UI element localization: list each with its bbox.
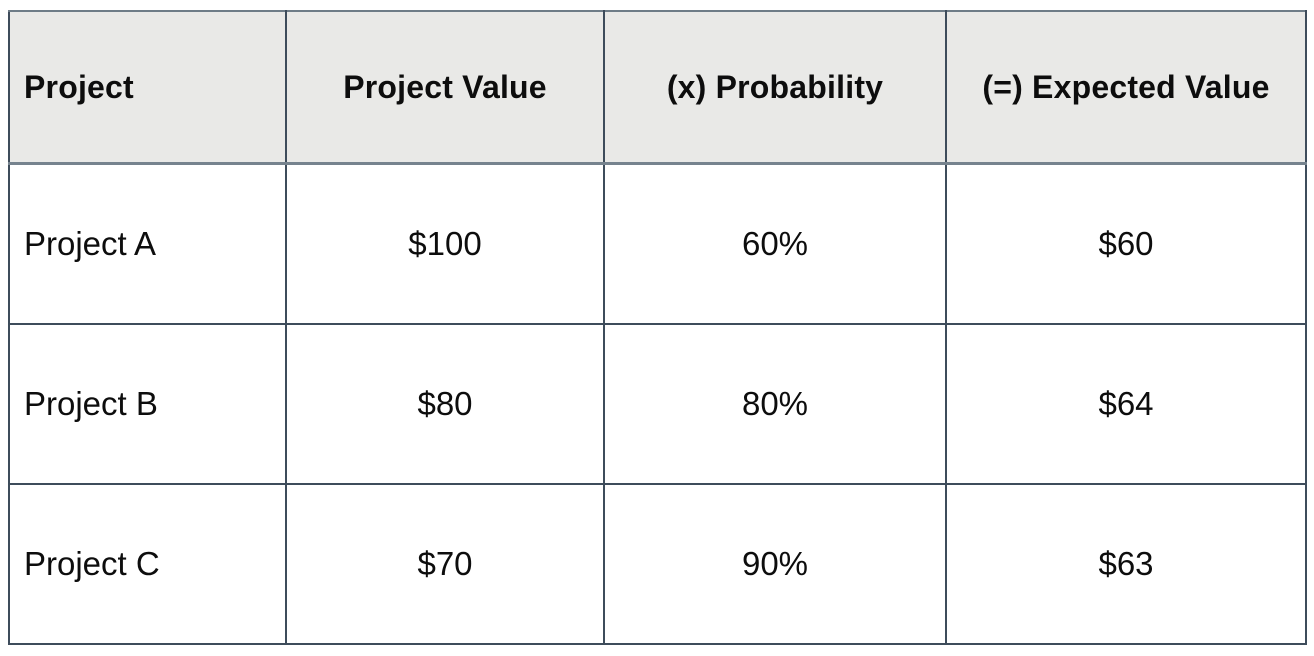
row-label: Project C (8, 483, 287, 645)
table-cell-expected-value: $63 (945, 483, 1307, 645)
table-cell-expected-value: $60 (945, 162, 1307, 325)
header-row: Project Project Value (x) Probability (=… (8, 10, 1307, 165)
table-row-project-c: Project C $70 90% $63 (8, 483, 1307, 645)
header-cell-project-value: Project Value (285, 10, 605, 165)
table-cell-expected-value: $64 (945, 323, 1307, 485)
table-row-project-a: Project A $100 60% $60 (8, 162, 1307, 325)
table-cell-probability: 80% (603, 323, 947, 485)
table-cell-project-value: $100 (285, 162, 605, 325)
table-cell-probability: 60% (603, 162, 947, 325)
expected-value-table: Project Project Value (x) Probability (=… (8, 10, 1307, 645)
table-row-project-b: Project B $80 80% $64 (8, 323, 1307, 485)
table-cell-probability: 90% (603, 483, 947, 645)
table-cell-project-value: $70 (285, 483, 605, 645)
header-cell-probability: (x) Probability (603, 10, 947, 165)
header-cell-project: Project (8, 10, 287, 165)
header-cell-expected-value: (=) Expected Value (945, 10, 1307, 165)
row-label: Project A (8, 162, 287, 325)
table-cell-project-value: $80 (285, 323, 605, 485)
row-label: Project B (8, 323, 287, 485)
